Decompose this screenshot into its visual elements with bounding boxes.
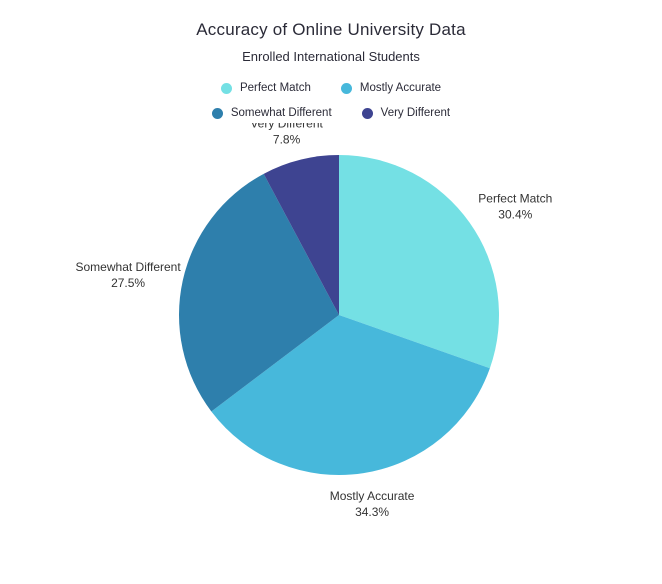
legend-label-very-different: Very Different — [380, 107, 451, 119]
pie-label-somewhat-different: Somewhat Different 27.5% — [76, 260, 182, 290]
legend-item-somewhat-different[interactable]: Somewhat Different — [211, 107, 332, 119]
pie-label-perfect-match: Perfect Match 30.4% — [478, 191, 552, 221]
legend-swatch-somewhat-different-icon — [211, 107, 223, 119]
legend-label-somewhat-different: Somewhat Different — [230, 107, 332, 119]
pie-slice-very-different[interactable] — [263, 155, 339, 315]
legend-row-2: Somewhat Different Very Different — [211, 107, 451, 119]
legend-item-mostly-accurate[interactable]: Mostly Accurate — [340, 82, 442, 94]
pie-label-very-different: Very Different 7.8% — [250, 123, 323, 147]
pie-labels: Perfect Match 30.4% Mostly Accurate 34.3% So… — [76, 123, 553, 519]
pie-slices — [178, 155, 500, 476]
pie-slice-somewhat-different[interactable] — [178, 173, 339, 412]
legend-swatch-mostly-accurate-icon — [340, 82, 352, 94]
legend-row-1: Perfect Match Mostly Accurate — [220, 82, 442, 94]
legend-swatch-perfect-match-icon — [220, 82, 232, 94]
legend-item-very-different[interactable]: Very Different — [361, 107, 451, 119]
chart-subtitle: Enrolled International Students — [242, 49, 420, 64]
pie-label-mostly-accurate: Mostly Accurate 34.3% — [330, 489, 415, 519]
legend-item-perfect-match[interactable]: Perfect Match — [220, 82, 311, 94]
legend-label-perfect-match: Perfect Match — [239, 82, 311, 94]
chart-title: Accuracy of Online University Data — [196, 20, 466, 39]
pie-slice-mostly-accurate[interactable] — [211, 315, 490, 476]
pie-slice-perfect-match[interactable] — [339, 155, 500, 369]
pie-chart: Perfect Match 30.4% Mostly Accurate 34.3% So… — [76, 123, 553, 519]
legend: Perfect Match Mostly Accurate Somewhat D… — [0, 82, 662, 119]
legend-label-mostly-accurate: Mostly Accurate — [359, 82, 442, 94]
legend-swatch-very-different-icon — [361, 107, 373, 119]
